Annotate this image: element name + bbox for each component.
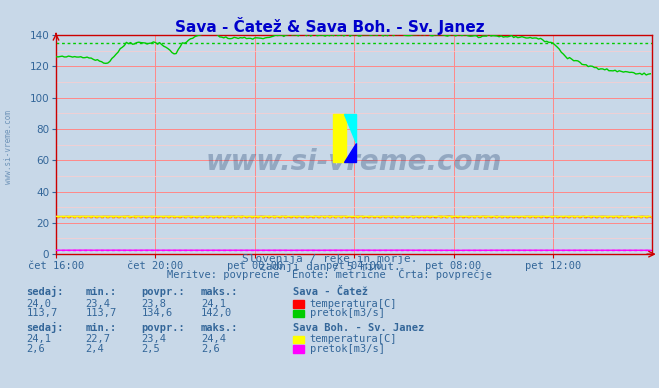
- Text: Slovenija / reke in morje.: Slovenija / reke in morje.: [242, 254, 417, 264]
- Text: min.:: min.:: [86, 322, 117, 333]
- Text: maks.:: maks.:: [201, 287, 239, 297]
- Text: 23,8: 23,8: [142, 298, 167, 308]
- Text: 142,0: 142,0: [201, 308, 232, 318]
- Text: sedaj:: sedaj:: [26, 322, 64, 333]
- Text: povpr.:: povpr.:: [142, 322, 185, 333]
- Text: pretok[m3/s]: pretok[m3/s]: [310, 344, 385, 354]
- Text: temperatura[C]: temperatura[C]: [310, 334, 397, 344]
- Text: 23,4: 23,4: [142, 334, 167, 344]
- Text: povpr.:: povpr.:: [142, 287, 185, 297]
- Text: Sava - Čatež: Sava - Čatež: [293, 287, 368, 297]
- Text: 24,4: 24,4: [201, 334, 226, 344]
- Text: sedaj:: sedaj:: [26, 286, 64, 297]
- Text: 2,6: 2,6: [26, 344, 45, 354]
- Text: 2,6: 2,6: [201, 344, 219, 354]
- Polygon shape: [343, 143, 356, 162]
- Polygon shape: [333, 114, 346, 162]
- Text: zadnji dan / 5 minut.: zadnji dan / 5 minut.: [258, 262, 401, 272]
- Text: temperatura[C]: temperatura[C]: [310, 298, 397, 308]
- Polygon shape: [343, 114, 356, 143]
- Text: min.:: min.:: [86, 287, 117, 297]
- Text: 2,5: 2,5: [142, 344, 160, 354]
- Text: Sava - Čatež & Sava Boh. - Sv. Janez: Sava - Čatež & Sava Boh. - Sv. Janez: [175, 17, 484, 35]
- Text: Meritve: povprečne  Enote: metrične  Črta: povprečje: Meritve: povprečne Enote: metrične Črta:…: [167, 268, 492, 280]
- Text: 23,4: 23,4: [86, 298, 111, 308]
- Text: 24,1: 24,1: [201, 298, 226, 308]
- Text: 24,0: 24,0: [26, 298, 51, 308]
- Text: Sava Boh. - Sv. Janez: Sava Boh. - Sv. Janez: [293, 322, 424, 333]
- Text: maks.:: maks.:: [201, 322, 239, 333]
- Text: www.si-vreme.com: www.si-vreme.com: [4, 111, 13, 184]
- Text: 113,7: 113,7: [26, 308, 57, 318]
- Text: 134,6: 134,6: [142, 308, 173, 318]
- Text: www.si-vreme.com: www.si-vreme.com: [206, 148, 502, 176]
- Text: 113,7: 113,7: [86, 308, 117, 318]
- Text: 2,4: 2,4: [86, 344, 104, 354]
- Text: pretok[m3/s]: pretok[m3/s]: [310, 308, 385, 318]
- Text: 22,7: 22,7: [86, 334, 111, 344]
- Text: 24,1: 24,1: [26, 334, 51, 344]
